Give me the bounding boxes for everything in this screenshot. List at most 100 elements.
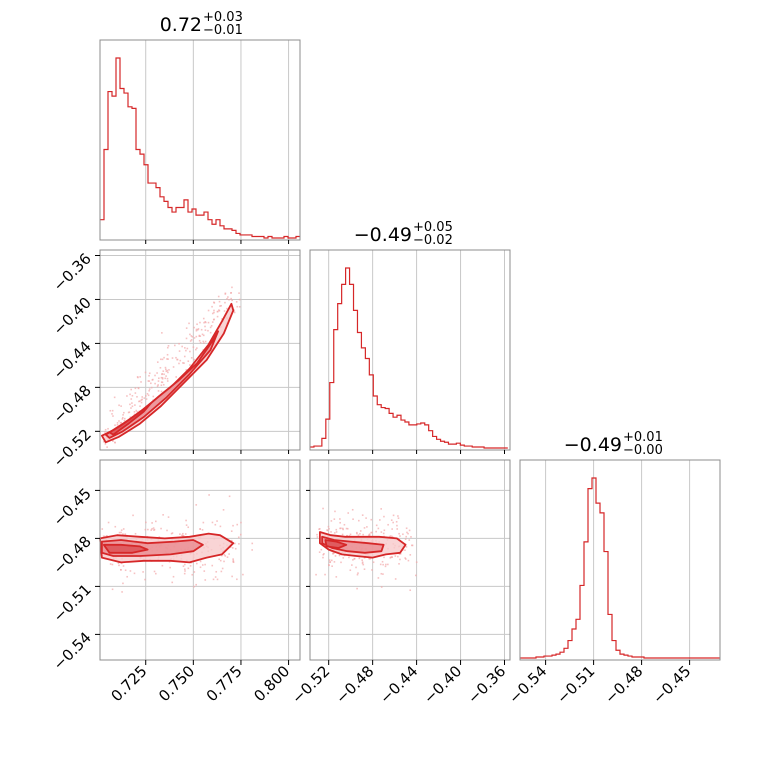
sample-point — [382, 573, 384, 575]
sample-point — [179, 359, 182, 362]
sample-point — [140, 401, 143, 404]
sample-point — [359, 530, 362, 532]
sample-point — [375, 530, 377, 533]
sample-point — [211, 521, 214, 524]
sample-point — [183, 572, 186, 575]
sample-point — [207, 329, 209, 332]
histogram-p2 — [310, 267, 508, 449]
sample-point — [362, 563, 365, 566]
sample-point — [191, 335, 194, 338]
sample-point — [232, 560, 235, 563]
sample-point — [123, 417, 126, 420]
sample-point — [114, 525, 117, 528]
ytick-label: −0.54 — [50, 629, 95, 674]
sample-point — [111, 588, 114, 591]
sample-point — [216, 578, 219, 581]
sample-point — [189, 340, 192, 342]
sample-point — [238, 298, 241, 301]
sample-point — [404, 557, 406, 559]
sample-point — [381, 560, 384, 563]
sample-point — [134, 404, 136, 406]
sample-point — [186, 347, 189, 350]
sample-point — [365, 517, 367, 519]
sample-point — [380, 572, 383, 575]
sample-point — [388, 535, 391, 538]
sample-point — [181, 345, 183, 348]
sample-point — [167, 371, 169, 374]
sample-point — [129, 393, 131, 396]
sample-point — [330, 559, 333, 562]
sample-point — [121, 416, 124, 419]
sample-point — [187, 567, 190, 570]
sample-point — [399, 552, 402, 555]
sample-point — [231, 286, 233, 289]
sample-point — [223, 553, 226, 556]
sample-point — [185, 327, 188, 329]
sample-point — [107, 427, 109, 430]
sample-point — [199, 321, 201, 324]
sample-point — [218, 558, 220, 561]
sample-point — [202, 340, 205, 343]
sample-point — [150, 386, 153, 389]
sample-point — [398, 563, 400, 565]
sample-point — [160, 358, 162, 361]
sample-point — [112, 439, 114, 442]
sample-point — [166, 377, 169, 380]
sample-point — [122, 414, 124, 416]
ytick-label: −0.52 — [50, 425, 95, 470]
sample-point — [154, 374, 156, 377]
sample-point — [162, 383, 165, 386]
sample-point — [377, 527, 380, 530]
sample-point — [185, 369, 188, 371]
sample-point — [232, 559, 235, 562]
sample-point — [148, 374, 150, 377]
sample-point — [397, 555, 399, 558]
sample-point — [202, 317, 205, 320]
sample-point — [134, 392, 137, 394]
sample-point — [190, 335, 193, 337]
sample-point — [109, 409, 112, 412]
sample-point — [152, 527, 155, 529]
sample-point — [167, 516, 170, 518]
sample-point — [387, 523, 389, 526]
sample-point — [340, 527, 342, 530]
sample-point — [152, 395, 155, 398]
sample-point — [230, 292, 232, 294]
sample-point — [341, 533, 344, 536]
sample-point — [164, 366, 167, 369]
sample-point — [109, 563, 112, 565]
sample-point — [161, 358, 164, 361]
scatter-panel-p1-p2 — [99, 249, 301, 451]
title-value-p1: 0.72 — [160, 14, 202, 36]
sample-point — [394, 578, 397, 580]
sample-point — [114, 441, 116, 444]
sample-point — [409, 554, 412, 556]
sample-point — [397, 515, 399, 517]
sample-point — [134, 387, 137, 390]
sample-point — [190, 339, 193, 341]
sample-point — [404, 538, 407, 540]
sample-point — [370, 518, 373, 521]
sample-point — [129, 570, 132, 572]
sample-point — [377, 577, 380, 579]
sample-point — [346, 527, 349, 530]
sample-point — [155, 572, 157, 575]
title-lower-p2: −0.02 — [413, 233, 453, 248]
sample-point — [383, 556, 385, 559]
sample-point — [166, 358, 168, 360]
sample-point — [371, 531, 373, 534]
sample-point — [221, 567, 224, 570]
sample-point — [156, 385, 159, 388]
sample-point — [232, 558, 234, 560]
sample-point — [207, 309, 210, 312]
sample-point — [166, 380, 169, 382]
sample-point — [219, 559, 222, 562]
sample-point — [116, 423, 119, 426]
sample-point — [372, 561, 375, 564]
sample-point — [398, 553, 401, 555]
sample-point — [331, 565, 333, 567]
sample-point — [124, 569, 127, 572]
sample-point — [322, 507, 324, 510]
sample-point — [349, 533, 352, 536]
sample-point — [148, 389, 150, 392]
